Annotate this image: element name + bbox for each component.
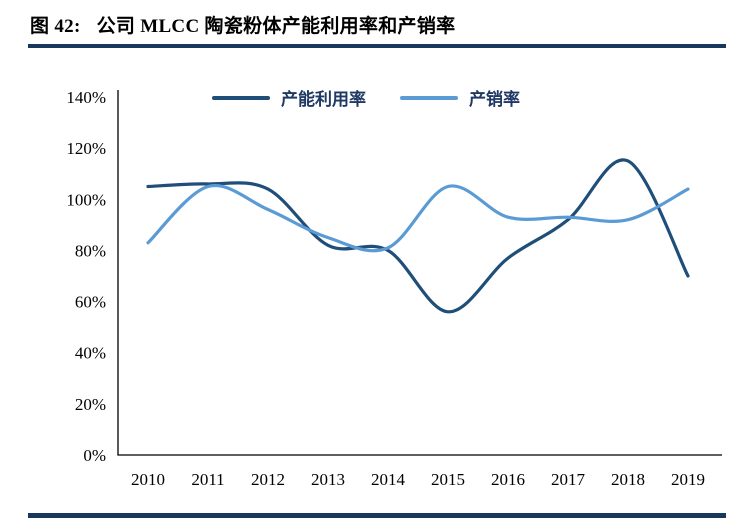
legend-label-production-sales-ratio: 产销率 [469, 90, 520, 109]
capacity-utilization-line [146, 158, 690, 314]
y-tick-label: 20% [75, 395, 106, 414]
legend-item-capacity-utilization: 产能利用率 [212, 85, 366, 110]
figure-label: 图 42: [30, 16, 81, 37]
line-chart-svg: 0% 20% 40% 60% 80% 100% 120% 140% 2010 2011 2012 20… [66, 88, 722, 489]
production-sales-ratio-line [146, 183, 690, 253]
x-tick-label: 2017 [551, 470, 586, 489]
y-tick-label: 80% [75, 241, 106, 260]
bottom-rule [28, 513, 726, 518]
x-tick-label: 2014 [371, 470, 406, 489]
x-tick-label: 2012 [251, 470, 285, 489]
x-tick-label: 2016 [491, 470, 525, 489]
x-tick-label: 2015 [431, 470, 465, 489]
y-tick-label: 140% [66, 88, 106, 107]
y-tick-label: 0% [83, 446, 106, 465]
title-underline [28, 44, 726, 48]
y-tick-label: 60% [75, 293, 106, 312]
production-sales-ratio-line-swatch [400, 95, 458, 100]
y-tick-label: 120% [66, 139, 106, 158]
chart-area: 0% 20% 40% 60% 80% 100% 120% 140% 2010 2011 2012 20… [0, 60, 754, 505]
y-tick-label: 40% [75, 344, 106, 363]
legend-item-production-sales-ratio: 产销率 [400, 85, 520, 110]
legend-label-capacity-utilization: 产能利用率 [281, 90, 366, 109]
y-tick-label: 100% [66, 190, 106, 209]
x-tick-label: 2018 [611, 470, 645, 489]
x-tick-label: 2019 [671, 470, 705, 489]
chart-legend: 产能利用率 产销率 [212, 85, 520, 110]
figure-header: 图 42: 公司 MLCC 陶瓷粉体产能利用率和产销率 [30, 11, 455, 38]
chart-axes [117, 90, 722, 456]
x-tick-label: 2010 [131, 470, 165, 489]
capacity-utilization-line-swatch [212, 95, 270, 100]
x-tick-label: 2011 [191, 470, 224, 489]
figure-title: 公司 MLCC 陶瓷粉体产能利用率和产销率 [96, 16, 456, 37]
x-tick-label: 2013 [311, 470, 345, 489]
